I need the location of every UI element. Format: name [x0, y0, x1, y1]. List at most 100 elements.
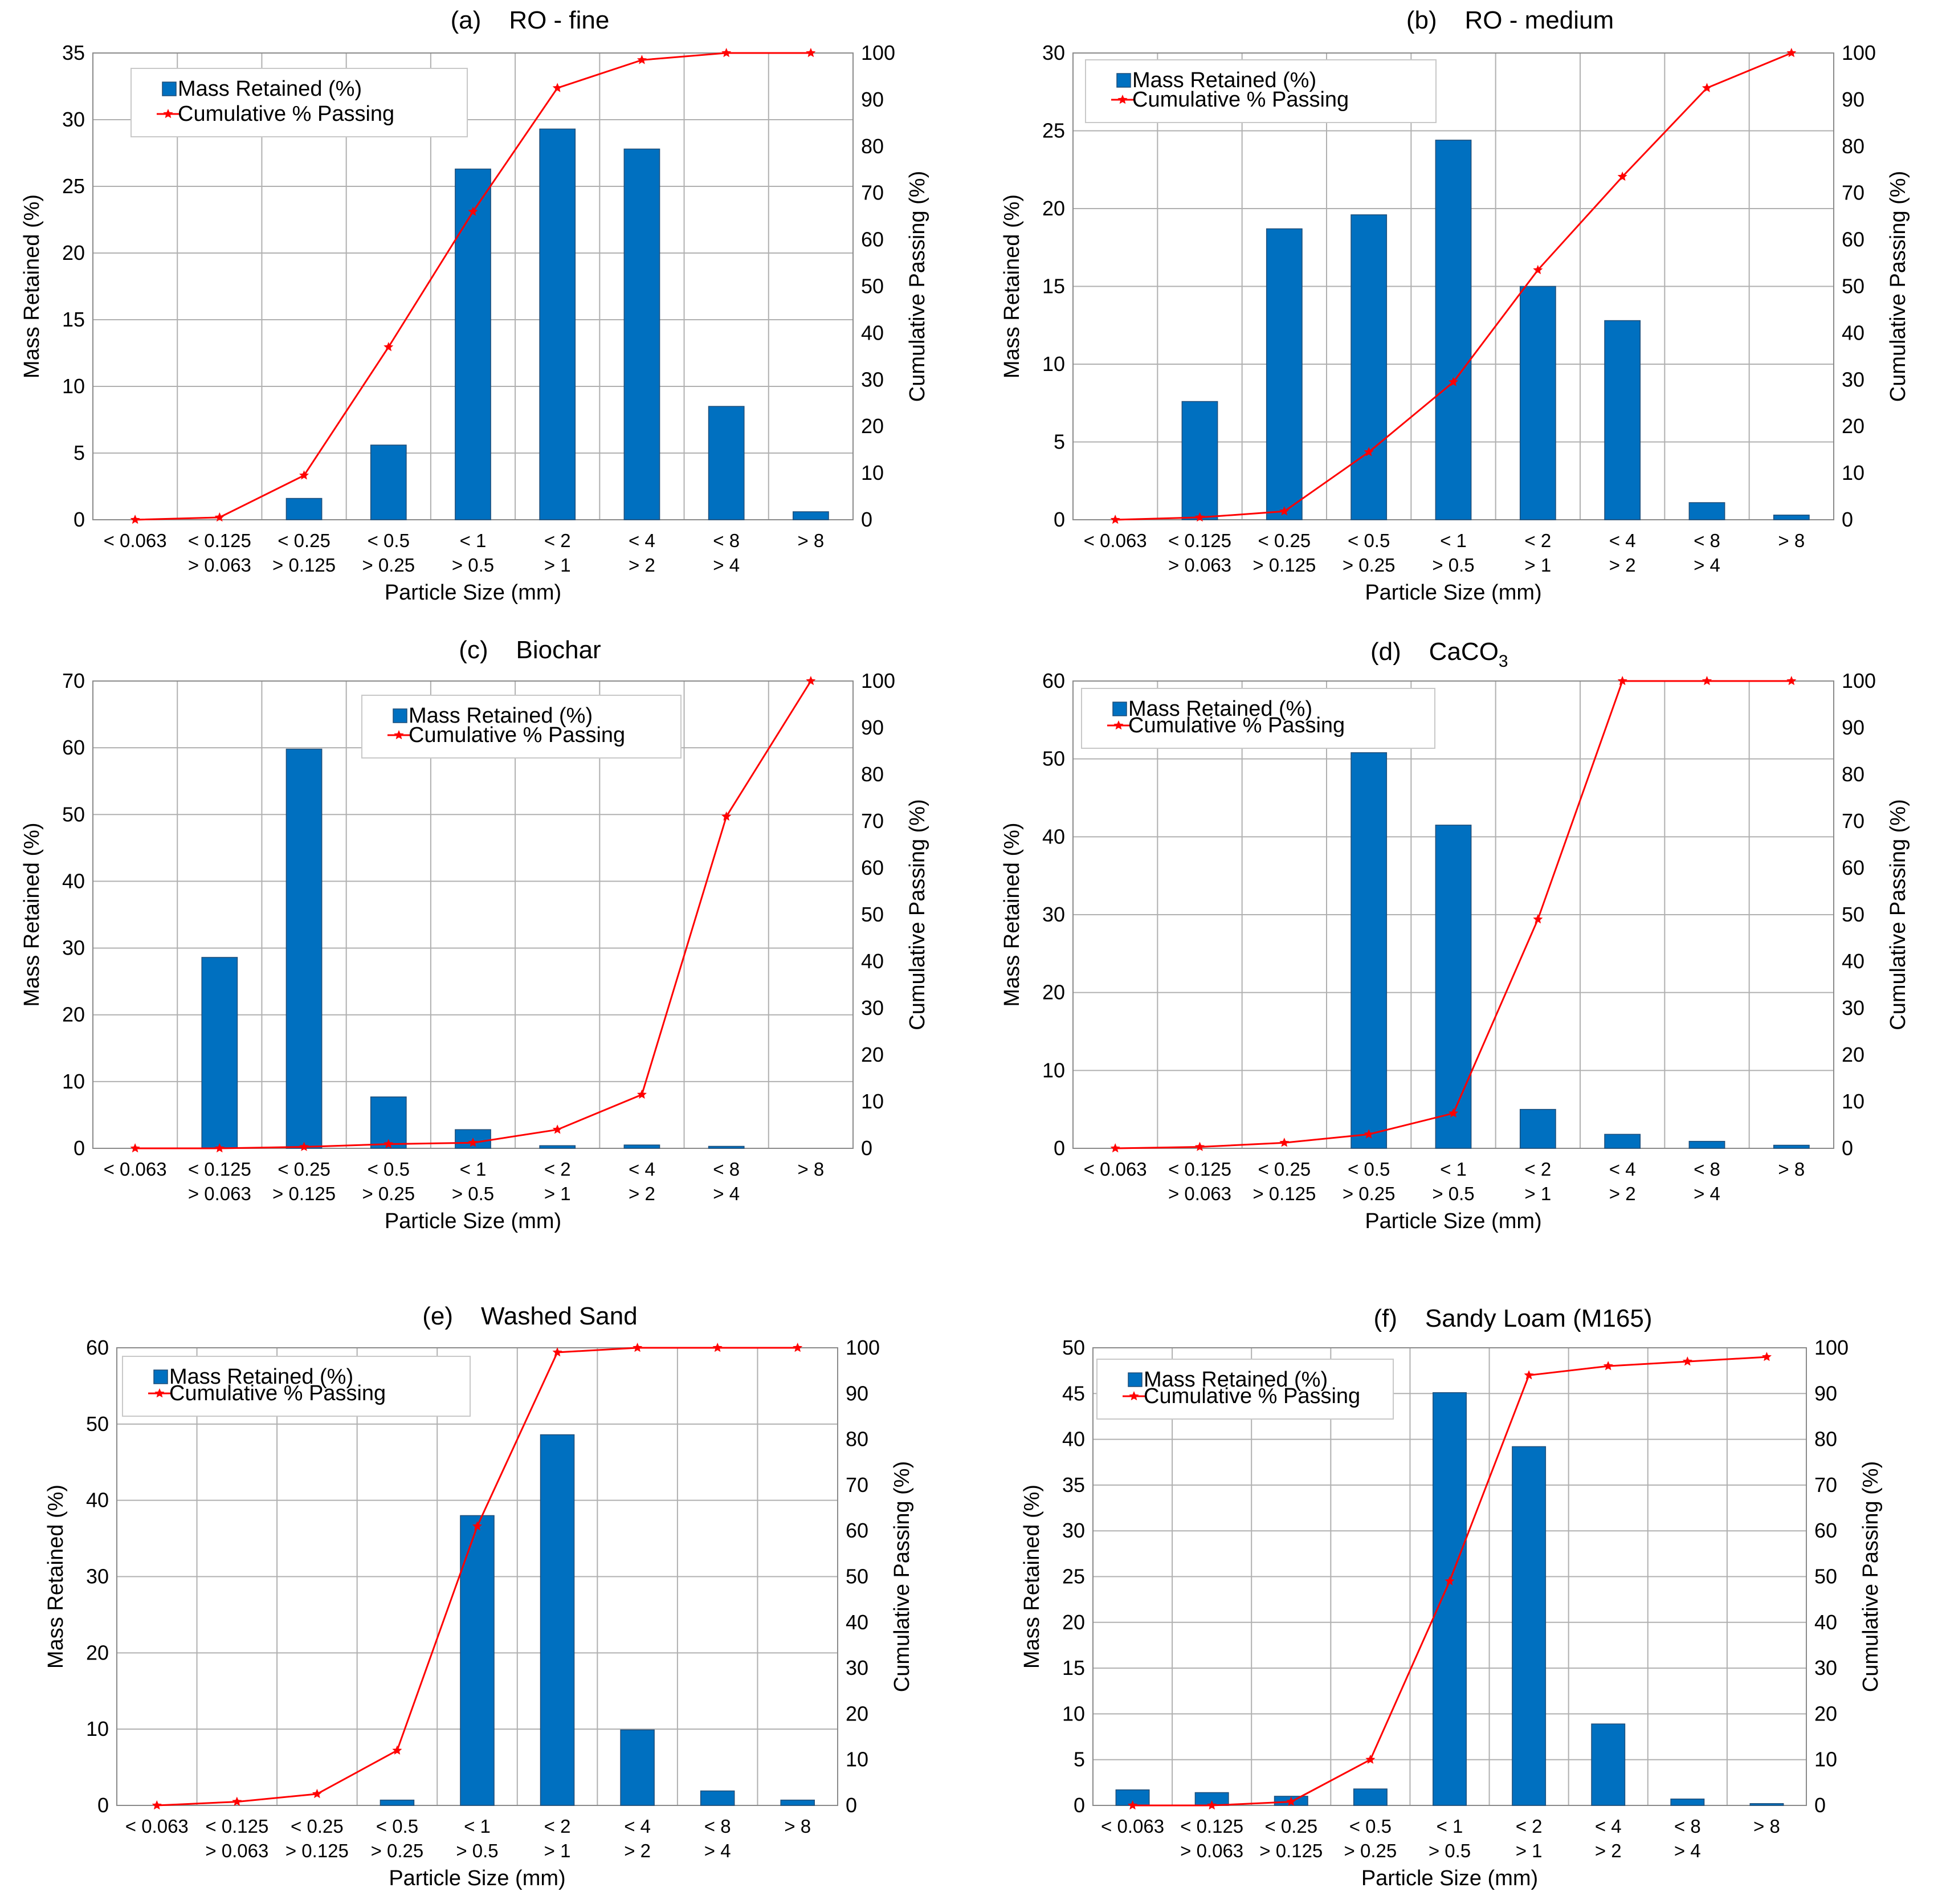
bar [1435, 825, 1472, 1149]
y2-tick-label: 40 [861, 949, 884, 973]
x-tick-label: < 2 [1524, 530, 1551, 551]
y2-tick-label: 20 [1842, 414, 1864, 438]
y2-tick-label: 50 [846, 1565, 868, 1588]
y-tick-label: 20 [62, 241, 85, 264]
y2-tick-label: 50 [1842, 275, 1864, 298]
chart-panel-e: 0 10 20 30 40 50 60 0 10 20 30 40 50 60 70 80 90 100 < 0.0… [44, 1302, 914, 1890]
x-tick-label: < 0.063 [104, 530, 167, 551]
x-tick-label: < 4 [1595, 1816, 1622, 1837]
legend-bar-swatch [153, 1369, 168, 1384]
legend-label-line: Cumulative % Passing [1128, 714, 1345, 737]
line-point [806, 676, 816, 686]
y2-tick-label: 70 [861, 809, 884, 833]
x-tick-label: > 0.25 [1343, 555, 1396, 576]
line-point [232, 1796, 242, 1806]
line-point [721, 48, 732, 58]
legend-bar-swatch [1116, 73, 1131, 88]
y2-tick-label: 10 [861, 1090, 884, 1113]
x-axis-title: Particle Size (mm) [1365, 581, 1541, 605]
x-tick-label: < 0.063 [1084, 1159, 1147, 1180]
y2-tick-label: 60 [861, 228, 884, 251]
x-tick-label: < 1 [460, 530, 487, 551]
bar [1591, 1723, 1626, 1806]
bar [1519, 286, 1556, 520]
legend-label-bars: Mass Retained (%) [169, 1365, 353, 1389]
y-tick-label: 0 [1054, 1136, 1065, 1160]
x-tick-label: > 2 [629, 1183, 655, 1204]
x-tick-label: > 8 [1778, 530, 1805, 551]
y-tick-label: 0 [1074, 1793, 1085, 1817]
y2-tick-label: 60 [861, 856, 884, 879]
line-point [1702, 83, 1712, 92]
x-tick-label: < 0.25 [1258, 1159, 1311, 1180]
y2-tick-label: 0 [861, 1136, 872, 1160]
x-tick-label: < 1 [464, 1816, 491, 1837]
y2-tick-label: 10 [861, 461, 884, 484]
x-tick-label: > 0.5 [452, 1183, 494, 1204]
y2-tick-label: 60 [1842, 856, 1864, 879]
x-tick-label: > 1 [1524, 555, 1551, 576]
legend-label-bars: Mass Retained (%) [1132, 68, 1316, 92]
x-tick-label: < 2 [544, 1816, 571, 1837]
line-point [1761, 1352, 1772, 1361]
y2-tick-label: 50 [861, 903, 884, 926]
legend: Mass Retained (%)Cumulative % Passing [122, 1356, 471, 1417]
x-axis-title: Particle Size (mm) [1365, 1209, 1541, 1233]
y-tick-label: 20 [1042, 981, 1065, 1004]
x-tick-label: < 2 [1516, 1816, 1543, 1837]
x-tick-label: > 8 [797, 1159, 824, 1180]
y2-tick-label: 40 [1842, 321, 1864, 344]
x-tick-label: > 0.25 [362, 1183, 415, 1204]
x-tick-label: > 0.25 [1344, 1840, 1397, 1861]
line-point [1445, 1576, 1455, 1585]
y-tick-label: 30 [1042, 903, 1065, 926]
y2-tick-label: 40 [846, 1611, 868, 1634]
legend-label-line: Cumulative % Passing [409, 723, 625, 747]
y2-tick-label: 80 [1842, 134, 1864, 158]
bar [1688, 1140, 1725, 1149]
x-tick-label: > 8 [1753, 1816, 1780, 1837]
bar [539, 1145, 576, 1149]
bar [1519, 1108, 1556, 1149]
x-tick-label: < 4 [629, 1159, 655, 1180]
legend-label-line: Cumulative % Passing [178, 102, 394, 126]
y2-axis-title: Cumulative Passing (%) [905, 171, 929, 402]
bar [540, 1434, 575, 1806]
y2-tick-label: 0 [1842, 1136, 1853, 1160]
y2-tick-label: 50 [1842, 903, 1864, 926]
x-tick-label: > 1 [544, 1840, 571, 1861]
x-tick-label: < 2 [544, 530, 571, 551]
x-tick-label: > 0.5 [1432, 1183, 1474, 1204]
x-tick-label: < 4 [1609, 1159, 1636, 1180]
y2-tick-label: 0 [1842, 508, 1853, 531]
y-axis-title: Mass Retained (%) [1020, 1485, 1044, 1669]
x-tick-label: > 0.063 [1180, 1840, 1243, 1861]
y2-tick-label: 10 [1814, 1748, 1837, 1771]
bar [793, 511, 829, 520]
bar [455, 168, 491, 520]
x-tick-label: > 0.125 [272, 1183, 336, 1204]
y2-tick-label: 80 [861, 134, 884, 158]
y2-tick-label: 20 [1842, 1043, 1864, 1066]
x-tick-label: < 0.063 [1101, 1816, 1164, 1837]
y-tick-label: 0 [97, 1793, 109, 1817]
x-tick-label: > 0.063 [188, 555, 251, 576]
x-tick-label: > 0.5 [1432, 555, 1474, 576]
legend-star-marker [163, 109, 173, 119]
y-axis-title: Mass Retained (%) [20, 194, 44, 378]
x-tick-label: > 0.063 [188, 1183, 251, 1204]
line-point [1364, 1129, 1374, 1139]
y-axis-title: Mass Retained (%) [44, 1485, 68, 1669]
x-tick-label: < 0.5 [1348, 530, 1390, 551]
y2-tick-label: 60 [846, 1519, 868, 1542]
bar [623, 148, 660, 520]
y2-tick-label: 20 [846, 1702, 868, 1725]
y2-tick-label: 70 [1814, 1473, 1837, 1497]
y2-tick-label: 100 [1842, 669, 1876, 692]
legend-label-bars: Mass Retained (%) [178, 77, 362, 101]
y-tick-label: 0 [74, 508, 85, 531]
y2-tick-label: 90 [861, 716, 884, 739]
y2-tick-label: 90 [846, 1381, 868, 1405]
x-tick-label: > 4 [704, 1840, 731, 1861]
x-tick-label: < 1 [1437, 1816, 1463, 1837]
